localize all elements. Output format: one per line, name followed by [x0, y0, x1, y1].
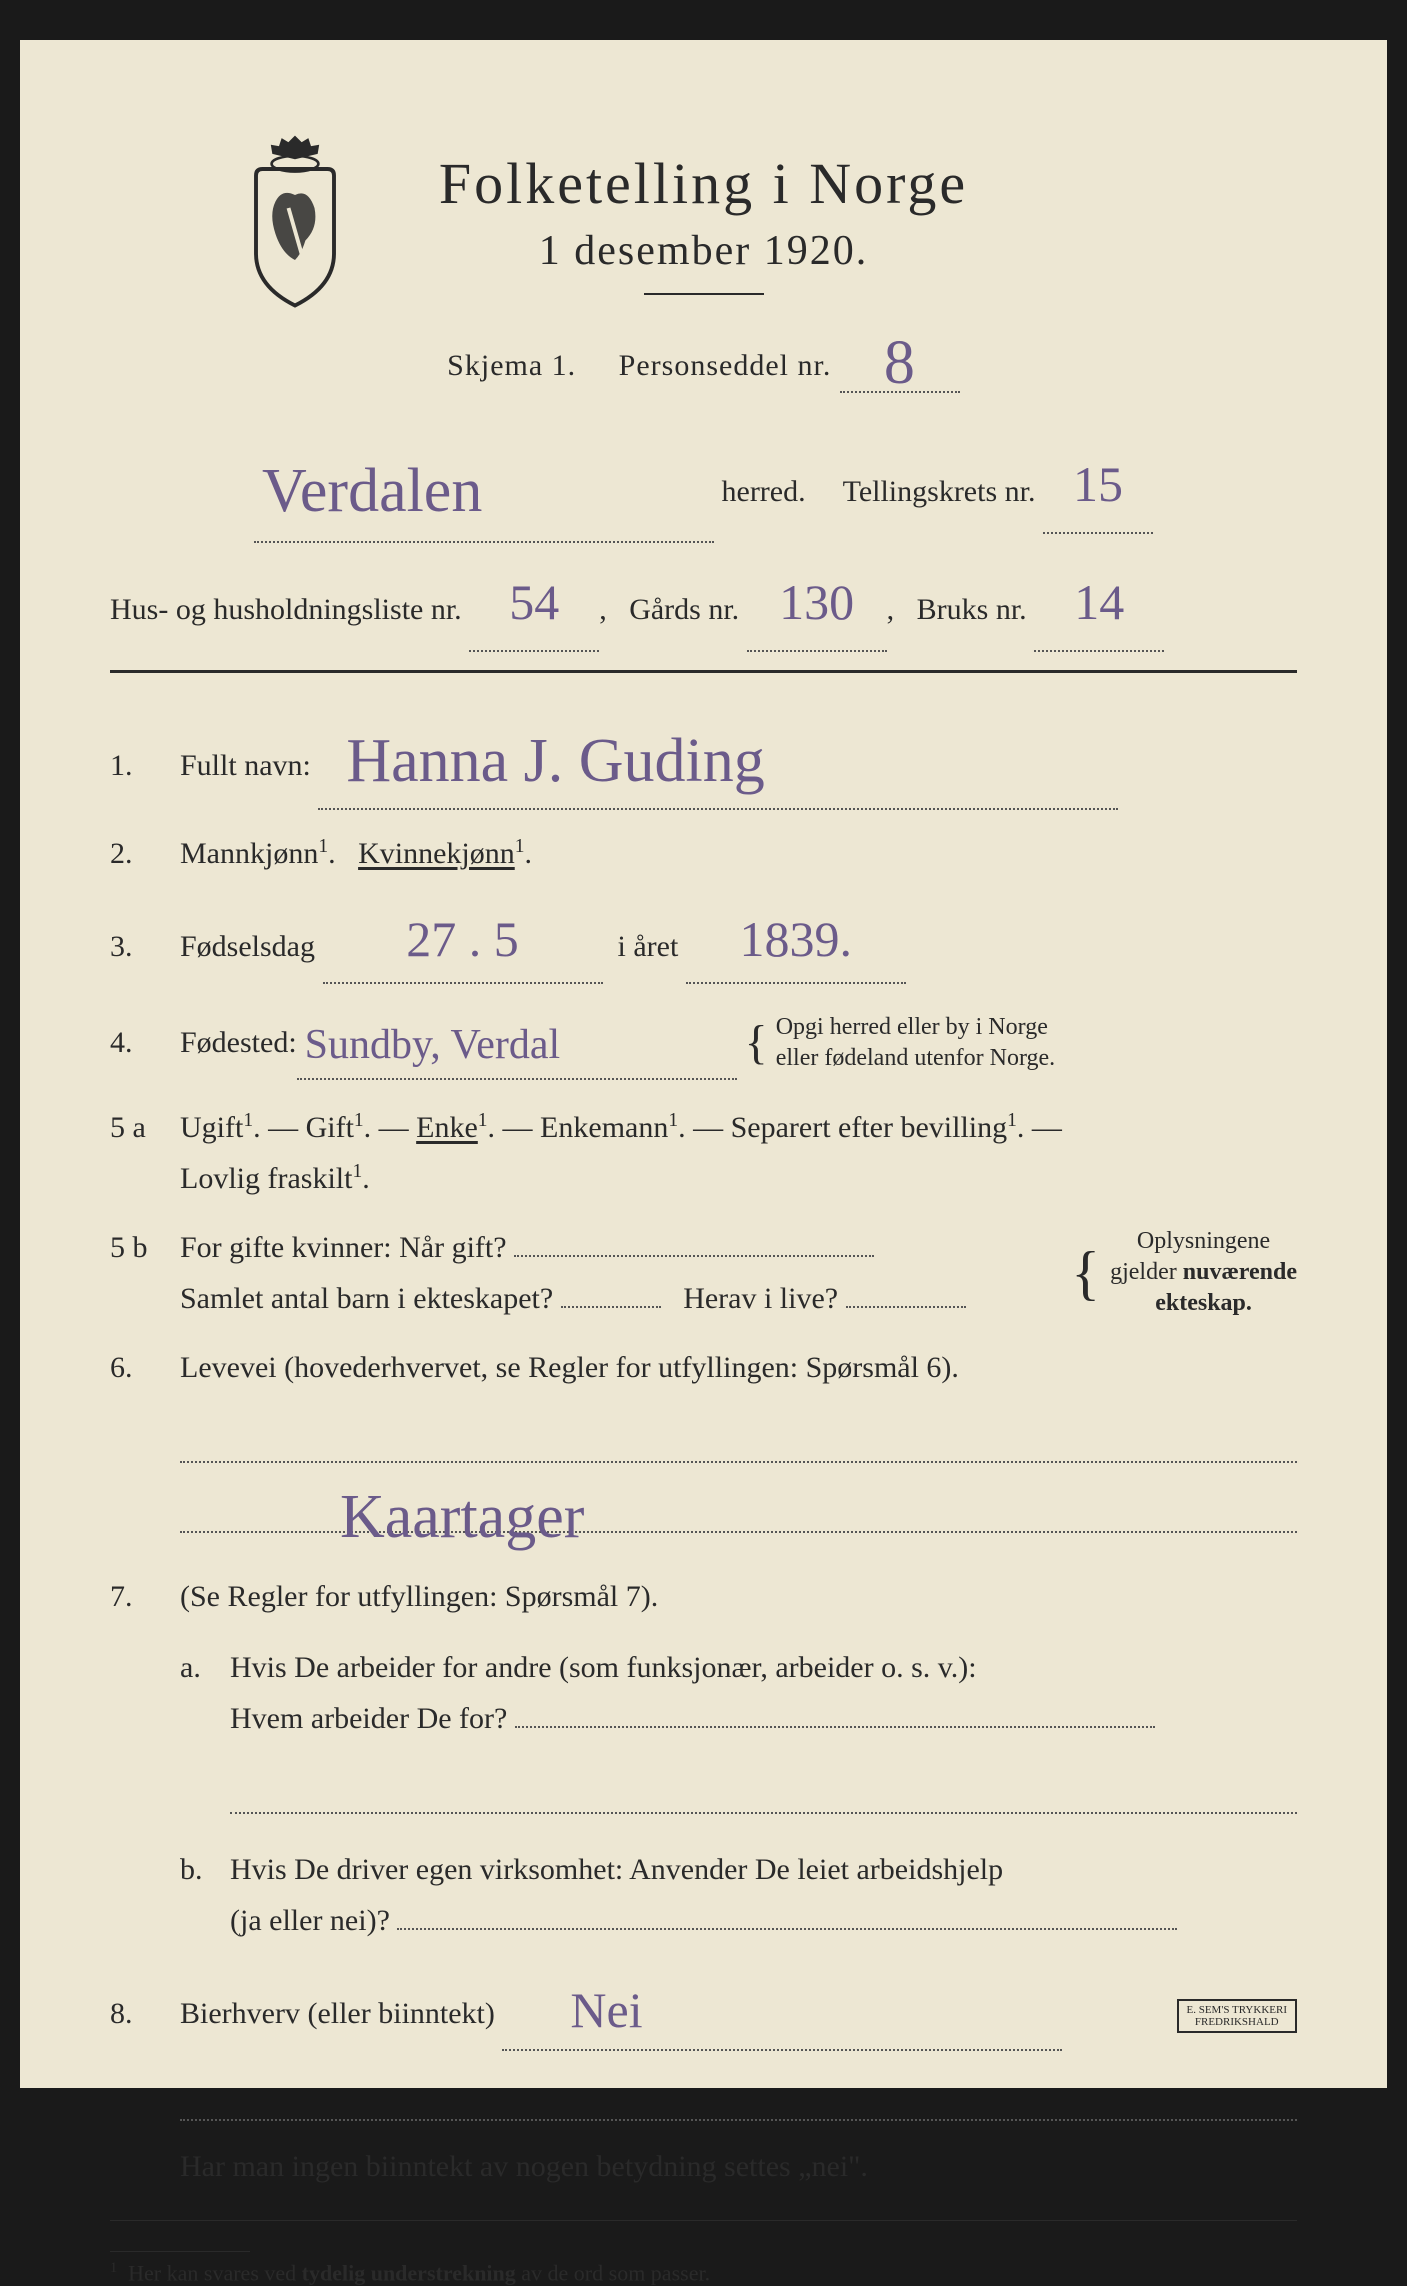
q5a-row: 5 a Ugift1. — Gift1. — Enke1. — Enkemann…	[110, 1102, 1297, 1204]
q8-value: Nei	[570, 1982, 642, 2038]
printer-l1: E. SEM'S TRYKKERI	[1187, 2004, 1288, 2016]
section-divider-2	[110, 2220, 1297, 2221]
q2-row: 2. Mannkjønn1. Kvinnekjønn1.	[110, 828, 1297, 879]
husliste-label: Hus- og husholdningsliste nr.	[110, 593, 462, 626]
q4-note: Opgi herred eller by i Norge eller fødel…	[776, 1012, 1055, 1074]
husliste-value: 54	[509, 574, 559, 630]
q8-note: Har man ingen biinntekt av nogen betydni…	[180, 2141, 1297, 2192]
q8-row: 8. Bierhverv (eller biinntekt) Nei Har m…	[110, 1964, 1297, 2192]
q5a-enkemann: Enkemann	[540, 1111, 668, 1144]
footnote-marker: 1	[110, 2260, 117, 2276]
herred-value: Verdalen	[262, 457, 482, 525]
schema-label: Skjema 1.	[447, 349, 576, 382]
herred-line: Verdalen herred. Tellingskrets nr. 15	[110, 423, 1297, 543]
q1-row: 1. Fullt navn: Hanna J. Guding	[110, 703, 1297, 810]
q8-num: 8.	[110, 1988, 180, 2039]
q2-sup1: 1	[318, 836, 328, 857]
q5a-gift: Gift	[306, 1111, 354, 1144]
q4-value: Sundby, Verdal	[305, 1022, 561, 1068]
q8-blank	[180, 2071, 1297, 2121]
q3-label: Fødselsdag	[180, 930, 315, 963]
q5b-note-l1: Oplysningene	[1137, 1228, 1270, 1254]
q7a-blank	[230, 1764, 1297, 1814]
footnote: 1 Her kan svares ved tydelig understrekn…	[110, 2260, 1297, 2286]
q7a-l2: Hvem arbeider De for?	[230, 1702, 507, 1735]
q3-year-label: i året	[618, 930, 679, 963]
section-divider-1	[110, 670, 1297, 673]
footnote-rule	[110, 2251, 250, 2252]
personseddel-label: Personseddel nr.	[619, 349, 832, 382]
personseddel-nr-value: 8	[884, 329, 916, 397]
q5a-fraskilt: Lovlig fraskilt	[180, 1162, 352, 1195]
husliste-line: Hus- og husholdningsliste nr. 54 , Gårds…	[110, 555, 1297, 652]
herred-label: herred.	[722, 475, 806, 508]
q5b-note-l3: ekteskap.	[1155, 1290, 1252, 1316]
q1-value: Hanna J. Guding	[346, 727, 764, 795]
q6-value-line: Kaartager	[180, 1483, 1297, 1533]
q4-label: Fødested:	[180, 1017, 297, 1068]
q3-year-value: 1839.	[740, 911, 853, 967]
gards-label: Gårds nr.	[629, 593, 739, 626]
q1-num: 1.	[110, 740, 180, 791]
q5b-num: 5 b	[110, 1222, 180, 1273]
q7-num: 7.	[110, 1571, 180, 1622]
q7a-num: a.	[180, 1642, 230, 1834]
q5b-l1a: For gifte kvinner: Når gift?	[180, 1231, 507, 1264]
q5b-row: 5 b For gifte kvinner: Når gift? Samlet …	[110, 1222, 1297, 1324]
q2-sup2: 1	[515, 836, 525, 857]
q6-blank-1	[180, 1413, 1297, 1463]
q6-num: 6.	[110, 1342, 180, 1393]
coat-of-arms-icon	[230, 130, 360, 310]
footnote-text: Her kan svares ved tydelig understreknin…	[128, 2260, 710, 2285]
census-form-page: Folketelling i Norge 1 desember 1920. Sk…	[20, 40, 1387, 2088]
q2-kvinne: Kvinnekjønn	[358, 837, 515, 870]
brace-icon-2: {	[1071, 1222, 1100, 1324]
printer-mark: E. SEM'S TRYKKERI FREDRIKSHALD	[1177, 1999, 1298, 2033]
q7a-l1: Hvis De arbeider for andre (som funksjon…	[230, 1651, 977, 1684]
schema-line: Skjema 1. Personseddel nr. 8	[110, 320, 1297, 393]
q2-mann: Mannkjønn	[180, 837, 318, 870]
brace-icon: {	[745, 1002, 768, 1084]
q7-row: 7. (Se Regler for utfyllingen: Spørsmål …	[110, 1571, 1297, 1946]
q5b-note-l2: gjelder nuværende	[1110, 1259, 1297, 1285]
q5a-enke: Enke	[416, 1111, 478, 1144]
q4-num: 4.	[110, 1017, 180, 1068]
q5a-num: 5 a	[110, 1102, 180, 1153]
q3-num: 3.	[110, 921, 180, 972]
bruks-value: 14	[1074, 574, 1124, 630]
tellingskrets-label: Tellingskrets nr.	[843, 475, 1036, 508]
q7-label: (Se Regler for utfyllingen: Spørsmål 7).	[180, 1580, 658, 1613]
header: Folketelling i Norge 1 desember 1920. Sk…	[110, 150, 1297, 393]
q8-label: Bierhverv (eller biinntekt)	[180, 1997, 495, 2030]
q3-day-value: 27 . 5	[406, 911, 519, 967]
q5a-separert: Separert efter bevilling	[731, 1111, 1008, 1144]
printer-l2: FREDRIKSHALD	[1195, 2016, 1279, 2028]
tellingskrets-value: 15	[1073, 456, 1123, 512]
gards-value: 130	[779, 574, 854, 630]
q7b-num: b.	[180, 1844, 230, 1946]
q4-row: 4. Fødested: Sundby, Verdal { Opgi herre…	[110, 1002, 1297, 1084]
q2-num: 2.	[110, 828, 180, 879]
q5b-l2a: Samlet antal barn i ekteskapet?	[180, 1282, 553, 1315]
q5b-l2b: Herav i live?	[683, 1282, 838, 1315]
q7b-l1: Hvis De driver egen virksomhet: Anvender…	[230, 1853, 1003, 1886]
q1-label: Fullt navn:	[180, 749, 311, 782]
q5b-note: Oplysningene gjelder nuværende ekteskap.	[1110, 1226, 1297, 1320]
q3-row: 3. Fødselsdag 27 . 5 i året 1839.	[110, 897, 1297, 984]
q6-label: Levevei (hovederhvervet, se Regler for u…	[180, 1351, 959, 1384]
bruks-label: Bruks nr.	[917, 593, 1027, 626]
q6-row: 6. Levevei (hovederhvervet, se Regler fo…	[110, 1342, 1297, 1553]
q4-note-l1: Opgi herred eller by i Norge	[776, 1014, 1048, 1040]
title-divider	[644, 293, 764, 295]
q6-value: Kaartager	[340, 1465, 584, 1570]
q5a-ugift: Ugift	[180, 1111, 243, 1144]
q4-note-l2: eller fødeland utenfor Norge.	[776, 1045, 1055, 1071]
q7b-l2: (ja eller nei)?	[230, 1904, 390, 1937]
